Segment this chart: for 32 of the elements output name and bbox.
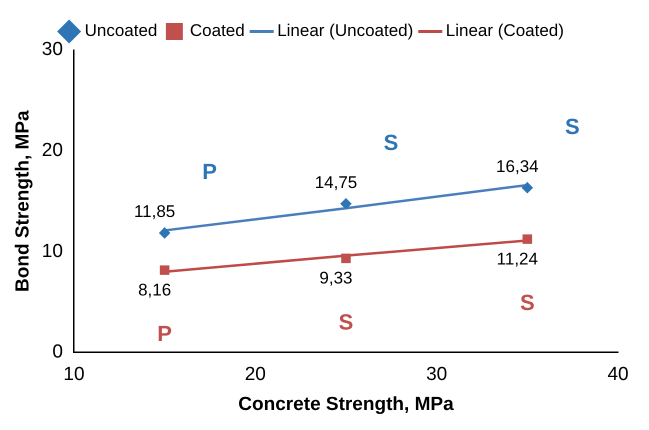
annotation: P bbox=[157, 321, 172, 346]
annotation: S bbox=[384, 130, 398, 155]
annotation: P bbox=[202, 159, 217, 184]
x-tick-label: 10 bbox=[63, 364, 85, 386]
y-axis-title: Bond Strength, MPa bbox=[12, 110, 34, 292]
x-tick-label: 40 bbox=[607, 364, 629, 386]
y-tick-label: 20 bbox=[42, 140, 63, 162]
data-label: 11,24 bbox=[496, 249, 538, 268]
y-tick-label: 30 bbox=[42, 39, 63, 60]
point bbox=[522, 182, 533, 193]
x-tick-label: 30 bbox=[426, 364, 448, 386]
data-label: 14,75 bbox=[314, 172, 358, 192]
data-label: 16,34 bbox=[496, 156, 539, 176]
annotation: S bbox=[520, 290, 535, 316]
annotation: S bbox=[564, 114, 580, 139]
x-tick-label: 20 bbox=[244, 364, 266, 386]
point bbox=[159, 228, 170, 238]
y-tick-label: 10 bbox=[42, 240, 63, 262]
annotation: S bbox=[338, 309, 354, 334]
x-axis-title: Concrete Strength, MPa bbox=[238, 394, 454, 415]
legend-label: Linear (Coated) bbox=[446, 21, 564, 40]
point bbox=[522, 234, 532, 244]
data-label: 11,85 bbox=[134, 202, 176, 222]
legend-label: Coated bbox=[190, 21, 245, 40]
data-label: 8,16 bbox=[138, 280, 172, 300]
data-label: 9,33 bbox=[319, 268, 353, 288]
point bbox=[340, 198, 352, 209]
legend-label: Linear (Uncoated) bbox=[277, 21, 414, 40]
y-tick-label: 0 bbox=[52, 342, 63, 363]
point bbox=[341, 254, 351, 264]
legend-label: Uncoated bbox=[84, 21, 158, 40]
point bbox=[160, 265, 170, 275]
